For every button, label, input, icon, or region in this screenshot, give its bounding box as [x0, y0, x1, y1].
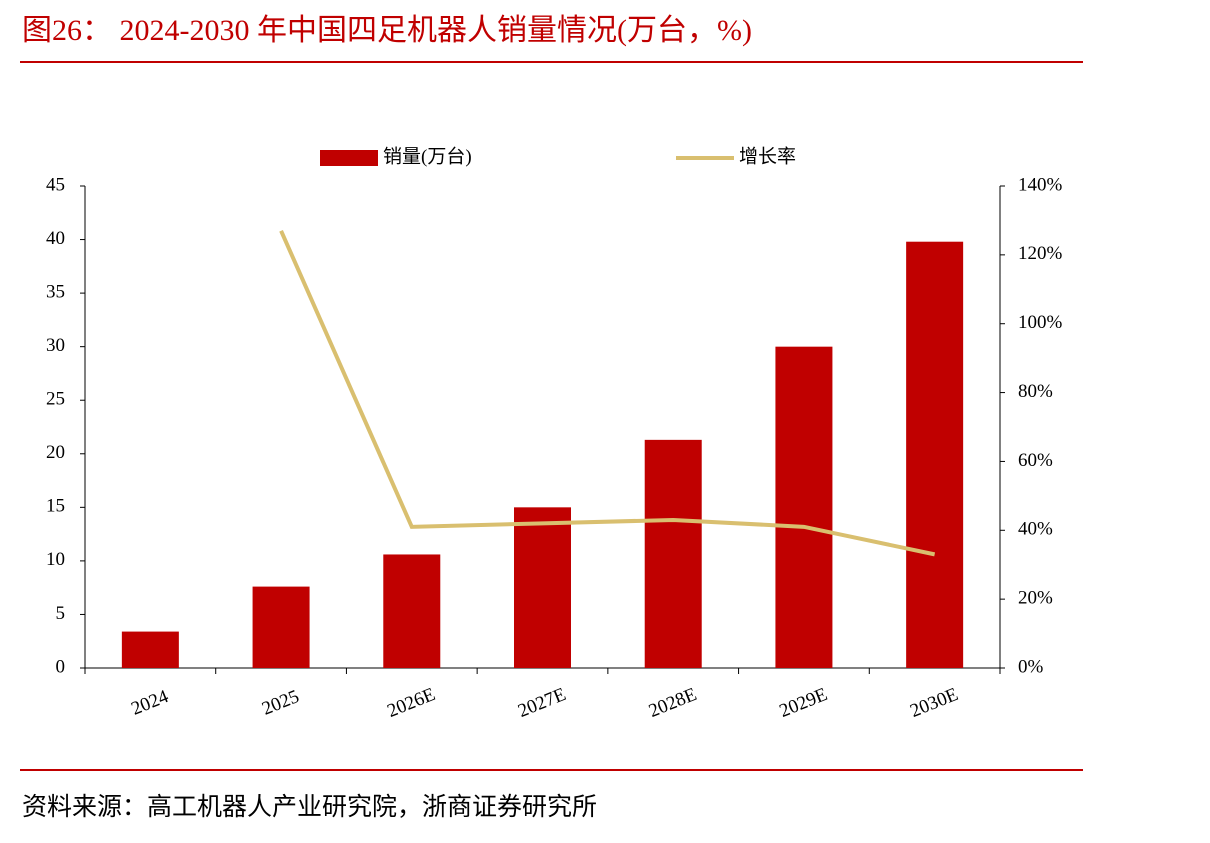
bar: [383, 554, 441, 668]
legend-label: 销量(万台): [383, 145, 472, 167]
x-tick-label: 2027E: [515, 684, 569, 722]
y2-tick-label: 0%: [1018, 656, 1044, 677]
y-tick-label: 10: [46, 549, 65, 570]
y2-tick-label: 60%: [1018, 450, 1053, 471]
y2-tick-label: 120%: [1018, 243, 1063, 264]
x-tick-label: 2025: [259, 686, 302, 720]
x-tick-label: 2029E: [777, 684, 831, 722]
y-tick-label: 40: [46, 228, 65, 249]
y2-tick-label: 80%: [1018, 381, 1053, 402]
y2-tick-label: 20%: [1018, 588, 1053, 609]
line: [279, 229, 936, 557]
y2-tick-label: 100%: [1018, 312, 1063, 333]
bar: [514, 507, 571, 668]
x-tick-label: 2024: [128, 686, 172, 720]
y-tick-label: 5: [56, 603, 66, 624]
y-tick-label: 45: [46, 174, 65, 195]
y-tick-label: 30: [46, 335, 65, 356]
bar: [121, 631, 179, 668]
y-tick-label: 20: [46, 442, 65, 463]
y-tick-label: 15: [46, 496, 65, 517]
y-tick-label: 25: [46, 389, 65, 410]
chart-title: 图26： 2024-2030 年中国四足机器人销量情况(万台，%): [22, 14, 752, 47]
x-tick-label: 2026E: [384, 684, 438, 722]
y2-tick-label: 140%: [1018, 174, 1063, 195]
x-tick-label: 2030E: [907, 684, 961, 722]
x-tick-label: 2028E: [646, 684, 700, 722]
bar: [775, 346, 833, 668]
y2-tick-label: 40%: [1018, 519, 1053, 540]
source-note: 资料来源：高工机器人产业研究院，浙商证券研究所: [22, 793, 597, 821]
y-tick-label: 0: [56, 656, 66, 677]
bar: [906, 241, 964, 668]
y-tick-label: 35: [46, 281, 65, 302]
bar: [252, 586, 310, 668]
bar: [644, 439, 702, 668]
legend-swatch: [320, 150, 378, 166]
legend-label: 增长率: [739, 145, 796, 167]
